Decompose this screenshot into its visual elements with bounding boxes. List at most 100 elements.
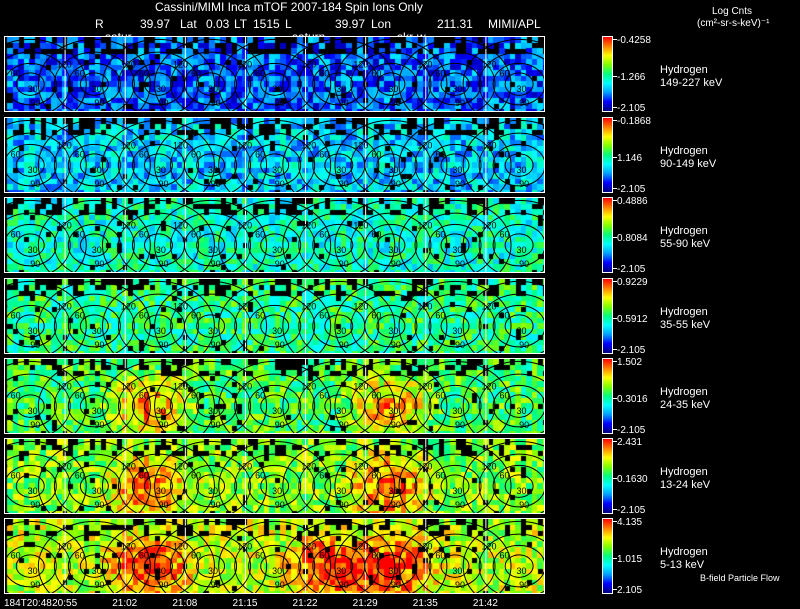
contour-line	[5, 223, 57, 267]
contour-line	[504, 153, 534, 177]
heatmap-canvas	[5, 439, 544, 513]
contour-label: 60	[75, 229, 85, 239]
contour-line	[440, 474, 470, 498]
contour-line	[324, 233, 354, 257]
contour-line	[440, 554, 470, 578]
contour-line	[143, 394, 173, 418]
contour-label: 30	[208, 245, 218, 255]
lat-value: 0.03	[206, 17, 230, 31]
contour-line	[350, 293, 432, 353]
contour-line	[350, 373, 432, 433]
contour-line	[5, 119, 87, 192]
contour-line	[462, 280, 544, 353]
contour-line	[101, 199, 215, 272]
colorbar	[602, 358, 613, 434]
contour-line	[218, 119, 332, 192]
contour-label: 90	[391, 98, 401, 108]
contour-label: 60	[500, 310, 510, 320]
contour-label: 90	[275, 179, 285, 189]
contour-label: 120	[173, 59, 188, 69]
contour-line	[117, 132, 199, 192]
contour-line	[260, 233, 290, 257]
contour-line	[184, 143, 238, 187]
contour-label: 90	[275, 500, 285, 510]
contour-label: 90	[211, 340, 221, 350]
contour-line	[376, 474, 406, 498]
contour-label: 30	[452, 566, 462, 576]
contour-line	[67, 384, 121, 428]
contour-label: 90	[211, 500, 221, 510]
contour-line	[428, 464, 482, 508]
contour-line	[5, 544, 57, 588]
contour-line	[248, 62, 302, 106]
colorbar-tick	[613, 200, 617, 201]
contour-overlay: 30 60 90 120 30 60 90 120 30 60 90 120 30 60 90 120 30 60…	[5, 359, 544, 433]
contour-label: 60	[191, 310, 201, 320]
contour-label: 90	[519, 500, 529, 510]
species-label: Hydrogen 13-24 keV	[660, 466, 710, 492]
contour-label: 120	[301, 301, 316, 311]
contour-label: 60	[191, 229, 201, 239]
contour-line	[5, 38, 87, 111]
contour-line	[196, 233, 226, 257]
contour-line	[218, 199, 332, 272]
contour-line	[440, 72, 470, 96]
contour-label: 30	[156, 245, 166, 255]
contour-line	[492, 143, 544, 187]
contour-label: 120	[5, 220, 8, 230]
contour-label: 90	[275, 259, 285, 269]
contour-label: 120	[482, 140, 497, 150]
energy-range: 149-227 keV	[660, 77, 723, 89]
contour-label: 90	[519, 580, 529, 590]
colorbar-label-cmid: 1.146	[617, 153, 643, 164]
contour-line	[143, 72, 173, 96]
lon-value: 211.31	[437, 17, 473, 31]
contour-label: 30	[92, 84, 102, 94]
contour-label: 60	[435, 470, 445, 480]
contour-label: 30	[388, 486, 398, 496]
contour-label: 90	[519, 179, 529, 189]
contour-line	[79, 554, 109, 578]
contour-label: 90	[455, 420, 465, 430]
contour-line	[218, 280, 332, 353]
contour-line	[170, 51, 252, 111]
contour-label: 90	[455, 580, 465, 590]
contour-label: 30	[156, 406, 166, 416]
contour-line	[350, 212, 432, 272]
x-tick-label: 21:42	[472, 598, 498, 609]
contour-line	[5, 464, 57, 508]
contour-label: 30	[388, 406, 398, 416]
contour-line	[414, 293, 496, 353]
contour-label: 30	[28, 245, 38, 255]
contour-label: 90	[391, 500, 401, 510]
contour-line	[440, 153, 470, 177]
x-tick-label: 184T20:48	[4, 598, 52, 609]
contour-label: 90	[30, 340, 40, 350]
contour-line	[478, 212, 544, 272]
contour-line	[260, 394, 290, 418]
heatmap-panel: 30 60 90 120 30 60 90 120 30 60 90 120 30 60 90 120 30 60…	[4, 117, 545, 193]
species-name: Hydrogen	[660, 145, 708, 157]
contour-label: 60	[319, 229, 329, 239]
contour-line	[364, 143, 418, 187]
contour-line	[15, 72, 45, 96]
colorbar-tick	[613, 237, 617, 238]
contour-label: 60	[11, 68, 21, 78]
contour-line	[324, 153, 354, 177]
contour-label: 60	[11, 229, 21, 239]
contour-label: 60	[500, 550, 510, 560]
contour-label: 30	[452, 245, 462, 255]
contour-label: 30	[517, 566, 527, 576]
contour-label: 90	[455, 500, 465, 510]
contour-label: 30	[28, 486, 38, 496]
contour-label: 120	[482, 59, 497, 69]
contour-line	[282, 360, 396, 433]
contour-line	[5, 384, 57, 428]
contour-label: 60	[319, 310, 329, 320]
contour-line	[196, 554, 226, 578]
contour-label: 90	[211, 98, 221, 108]
contour-label: 60	[139, 68, 149, 78]
colorbar-label-cmin: -2.105	[617, 425, 646, 436]
l-value: 39.97	[335, 17, 366, 31]
contour-label: 60	[255, 550, 265, 560]
